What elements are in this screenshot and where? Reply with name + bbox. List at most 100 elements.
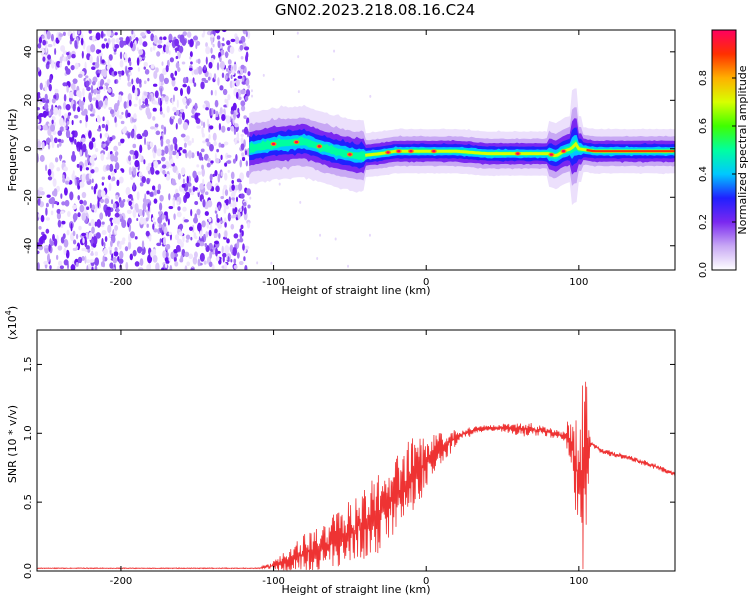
noise-speckle bbox=[53, 94, 57, 100]
noise-speckle bbox=[136, 217, 139, 222]
noise-speckle bbox=[127, 112, 131, 118]
noise-speckle bbox=[201, 133, 205, 138]
noise-speckle bbox=[76, 90, 81, 97]
noise-speckle bbox=[128, 155, 132, 162]
noise-speckle bbox=[93, 235, 96, 245]
noise-speckle bbox=[170, 158, 174, 165]
noise-speckle bbox=[239, 228, 242, 233]
noise-speckle bbox=[127, 93, 132, 102]
noise-speckle bbox=[177, 206, 181, 211]
noise-speckle bbox=[347, 264, 350, 268]
noise-speckle bbox=[144, 193, 147, 203]
noise-speckle bbox=[239, 159, 242, 168]
noise-speckle bbox=[160, 124, 164, 130]
noise-speckle bbox=[89, 259, 95, 263]
noise-speckle bbox=[151, 185, 156, 191]
noise-speckle bbox=[94, 251, 99, 257]
noise-speckle bbox=[57, 245, 63, 251]
noise-speckle bbox=[243, 126, 249, 135]
noise-speckle bbox=[151, 162, 154, 169]
noise-speckle bbox=[171, 150, 177, 156]
noise-speckle bbox=[215, 157, 220, 164]
noise-speckle bbox=[244, 95, 249, 102]
snr-frame bbox=[36, 329, 676, 572]
noise-speckle bbox=[172, 116, 176, 120]
noise-speckle bbox=[103, 33, 106, 37]
noise-speckle bbox=[171, 77, 176, 81]
noise-speckle bbox=[89, 113, 95, 117]
noise-speckle bbox=[47, 54, 52, 60]
noise-speckle bbox=[144, 137, 147, 146]
noise-speckle bbox=[220, 220, 224, 224]
noise-speckle bbox=[179, 113, 182, 118]
noise-speckle bbox=[200, 81, 205, 90]
noise-speckle bbox=[192, 170, 197, 179]
noise-speckle bbox=[95, 232, 101, 239]
noise-speckle bbox=[146, 223, 149, 228]
noise-speckle bbox=[185, 105, 188, 109]
noise-speckle bbox=[176, 201, 180, 206]
noise-speckle bbox=[57, 260, 63, 266]
ridge-hotspot-core bbox=[432, 150, 436, 153]
noise-speckle bbox=[45, 126, 48, 131]
noise-speckle bbox=[209, 143, 214, 152]
noise-speckle bbox=[225, 51, 229, 59]
noise-speckle bbox=[205, 56, 208, 65]
noise-speckle bbox=[210, 34, 215, 38]
noise-speckle bbox=[178, 223, 184, 230]
noise-speckle bbox=[188, 175, 192, 183]
noise-speckle bbox=[51, 140, 55, 149]
noise-speckle bbox=[226, 238, 230, 244]
noise-speckle bbox=[47, 168, 52, 176]
noise-speckle bbox=[146, 111, 152, 120]
noise-speckle bbox=[77, 30, 81, 35]
noise-speckle bbox=[147, 202, 150, 212]
noise-speckle bbox=[79, 199, 84, 205]
snr-series-line bbox=[37, 381, 675, 571]
noise-speckle bbox=[206, 162, 211, 168]
noise-speckle bbox=[214, 99, 219, 108]
noise-speckle bbox=[40, 190, 45, 196]
noise-speckle bbox=[234, 184, 240, 191]
noise-speckle bbox=[183, 219, 189, 223]
noise-speckle bbox=[100, 190, 106, 198]
noise-speckle bbox=[237, 211, 241, 220]
snr-y-tick-label: 0.5 bbox=[23, 494, 34, 510]
noise-speckle bbox=[43, 30, 47, 37]
noise-speckle bbox=[224, 172, 228, 181]
noise-speckle bbox=[192, 256, 198, 265]
noise-speckle bbox=[138, 135, 143, 140]
noise-speckle bbox=[92, 108, 96, 115]
noise-speckle bbox=[66, 51, 70, 56]
noise-speckle bbox=[142, 202, 147, 212]
snr-multiplier-exponent: 4 bbox=[4, 310, 13, 315]
noise-speckle bbox=[111, 253, 114, 260]
noise-speckle bbox=[153, 70, 158, 80]
noise-speckle bbox=[231, 197, 236, 201]
noise-speckle bbox=[146, 264, 150, 270]
noise-speckle bbox=[240, 64, 245, 70]
noise-speckle bbox=[149, 94, 152, 102]
noise-speckle bbox=[90, 218, 95, 227]
ridge-hotspot-core bbox=[409, 150, 413, 153]
noise-speckle bbox=[203, 153, 209, 161]
noise-speckle bbox=[368, 233, 371, 237]
noise-speckle bbox=[240, 56, 244, 60]
ridge-hotspot-core bbox=[348, 153, 352, 156]
noise-speckle bbox=[204, 79, 209, 84]
noise-speckle bbox=[111, 176, 116, 182]
noise-speckle bbox=[105, 84, 109, 90]
noise-speckle bbox=[89, 155, 95, 164]
spectrogram-y-tick-label: 20 bbox=[23, 94, 34, 107]
noise-speckle bbox=[225, 67, 229, 72]
noise-speckle bbox=[66, 85, 69, 93]
noise-speckle bbox=[214, 206, 218, 211]
noise-speckle bbox=[159, 194, 164, 202]
noise-speckle bbox=[104, 209, 109, 215]
noise-speckle bbox=[79, 164, 83, 172]
noise-speckle bbox=[147, 162, 153, 167]
noise-speckle bbox=[270, 261, 273, 265]
noise-speckle bbox=[119, 51, 123, 60]
noise-speckle bbox=[56, 167, 61, 172]
noise-speckle bbox=[119, 200, 125, 208]
